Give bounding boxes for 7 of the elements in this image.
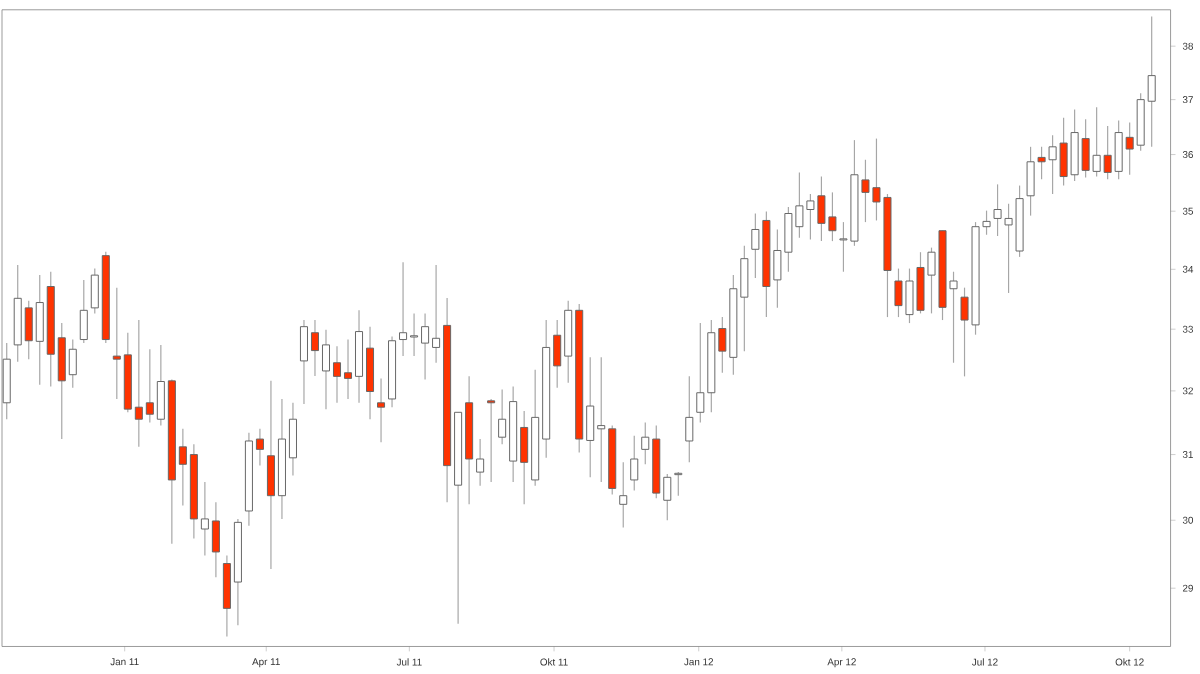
- candlestick: [79, 279, 88, 344]
- candlestick: [377, 377, 386, 443]
- candlestick: [487, 398, 496, 483]
- candlestick: [685, 375, 694, 463]
- candlestick: [619, 461, 628, 529]
- candlestick: [2, 342, 11, 420]
- candlestick: [630, 435, 639, 492]
